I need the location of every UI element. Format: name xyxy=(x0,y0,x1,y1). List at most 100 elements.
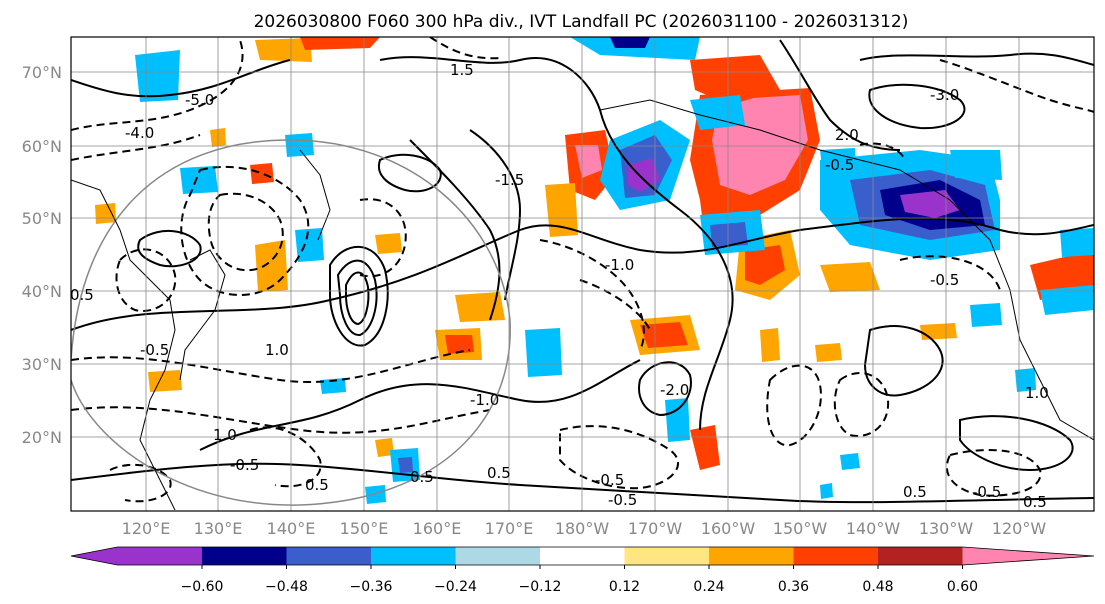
colorbar-segment xyxy=(202,547,288,565)
contour-solid-2 xyxy=(199,359,641,451)
colorbar-tick-label: −0.12 xyxy=(519,579,562,595)
shading-orange-c5 xyxy=(545,183,578,237)
shading-orange-c6 xyxy=(375,438,394,457)
colorbar-tick-label: 0.12 xyxy=(609,579,640,595)
colorbar-segment xyxy=(286,547,372,565)
contour-dashed-11 xyxy=(833,371,890,437)
contour-solid-3 xyxy=(71,462,1094,504)
colorbar-segment xyxy=(624,547,710,565)
contour-label: 0.5 xyxy=(1023,493,1047,511)
shading-orange-left1 xyxy=(148,370,182,392)
contour-label: 1.0 xyxy=(213,426,237,444)
shading-negative-c2-core xyxy=(710,222,748,247)
colorbar-tick-label: −0.24 xyxy=(434,579,477,595)
shading-orange-c2 xyxy=(760,328,780,362)
lon-label: 180°W xyxy=(555,519,610,538)
coastline-japan xyxy=(179,249,226,381)
colorbar-extend-min xyxy=(71,547,118,565)
colorbar-segment xyxy=(793,547,879,565)
contour-solid-9 xyxy=(137,229,202,268)
colorbar-tick-label: −0.48 xyxy=(265,579,308,595)
shading-negative-c19 xyxy=(950,150,1002,180)
contour-label: -0.5 xyxy=(140,341,169,359)
contour-dashed-18 xyxy=(249,426,322,488)
shading-negative-c13 xyxy=(1015,368,1036,392)
lat-label: 40°N xyxy=(22,282,62,301)
lon-label: 140°W xyxy=(846,519,901,538)
contour-dashed-15 xyxy=(71,134,201,161)
coastline-asia xyxy=(71,179,176,511)
contour-label: 1.0 xyxy=(265,341,289,359)
colorbar-segment xyxy=(709,547,795,565)
contour-label: -0.5 xyxy=(825,156,854,174)
shading-red-left xyxy=(250,163,274,184)
contour-dashed-4 xyxy=(207,192,284,272)
shading-red-w1 xyxy=(445,335,474,354)
shading-orange-left3 xyxy=(375,233,402,254)
shading-layer xyxy=(95,37,1094,504)
contour-label: 0.5 xyxy=(305,476,329,494)
shading-purple-c1 xyxy=(628,158,660,192)
colorbar-segment xyxy=(540,547,626,565)
coastline-alaska xyxy=(599,99,901,171)
contour-label: -0.5 xyxy=(230,456,259,474)
contour-dashed-14 xyxy=(71,39,244,131)
gridlines xyxy=(71,37,1094,511)
colorbar-tick-label: 0.36 xyxy=(778,579,809,595)
contour-dashed-12 xyxy=(899,255,1001,291)
colorbar-segment xyxy=(371,547,457,565)
shading-negative-c16 xyxy=(820,483,833,499)
contour-label: -0.5 xyxy=(930,271,959,289)
contour-label: -1.0 xyxy=(605,256,634,274)
lat-label: 30°N xyxy=(22,355,62,374)
shading-negative-top-core xyxy=(610,37,650,48)
map-title: 2026030800 F060 300 hPa div., IVT Landfa… xyxy=(254,12,909,32)
contour-solid-11 xyxy=(336,259,378,336)
shading-orange-south xyxy=(690,425,720,470)
colorbar-segment xyxy=(878,547,964,565)
lon-label: 140°E xyxy=(267,519,316,538)
contour-label: -1.0 xyxy=(470,391,499,409)
lon-label: 170°W xyxy=(628,519,683,538)
contour-solid-7 xyxy=(859,52,1094,66)
contour-label: -5.0 xyxy=(185,91,214,109)
lon-label: 160°E xyxy=(413,519,462,538)
contour-solid-1 xyxy=(71,217,1094,331)
contour-dashed-2 xyxy=(71,406,491,434)
coastline-layer xyxy=(71,99,1094,511)
lon-label: 130°E xyxy=(194,519,243,538)
colorbar-tick-label: 0.60 xyxy=(947,579,978,595)
contour-solid-10 xyxy=(329,245,389,347)
shading-negative-c12 xyxy=(1040,285,1094,315)
contour-label: 1.5 xyxy=(450,61,474,79)
contour-label: 0.5 xyxy=(487,464,511,482)
colorbar-tick-label: −0.36 xyxy=(350,579,393,595)
shading-negative-c14 xyxy=(970,303,1002,327)
contour-solid-12 xyxy=(345,271,370,326)
colorbar-segment xyxy=(117,547,203,565)
contour-label: -1.5 xyxy=(495,171,524,189)
lon-label: 160°W xyxy=(701,519,756,538)
contour-label: -0.5 xyxy=(595,471,624,489)
shading-negative-c5 xyxy=(295,228,324,262)
shading-red-top xyxy=(300,37,380,50)
contour-dashed-9 xyxy=(559,425,680,490)
coastline-na-west xyxy=(899,169,1094,441)
colorbar-tick-label: −0.60 xyxy=(181,579,224,595)
lon-label: 150°E xyxy=(340,519,389,538)
lat-label: 70°N xyxy=(22,63,62,82)
lon-label: 120°E xyxy=(122,519,171,538)
shading-red-s1 xyxy=(640,322,688,348)
shading-orange-c3 xyxy=(815,343,842,362)
colorbar-tick-label: 0.48 xyxy=(862,579,893,595)
contour-dashed-6 xyxy=(359,198,407,278)
longitude-labels: 120°E 130°E 140°E 150°E 160°E 170°E 180°… xyxy=(122,519,1047,538)
shading-negative-c3 xyxy=(525,328,562,377)
contour-label: -2.0 xyxy=(660,381,689,399)
shading-negative-c7 xyxy=(180,166,218,194)
contour-dashed-17 xyxy=(939,59,1094,113)
contour-dashed-13 xyxy=(945,449,1042,497)
shading-negative-top xyxy=(570,37,700,60)
lon-label: 170°E xyxy=(485,519,534,538)
contour-label: -4.0 xyxy=(125,124,154,142)
